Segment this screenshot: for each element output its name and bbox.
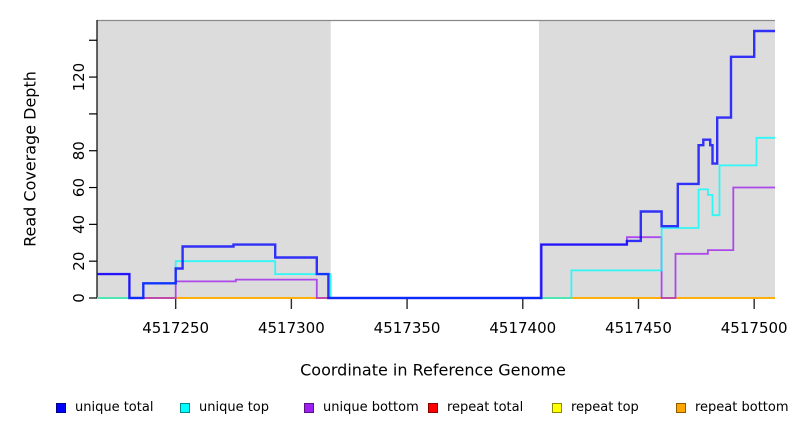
- legend-label: repeat top: [571, 400, 639, 415]
- x-tick-label: 4517500: [721, 319, 788, 337]
- series-unique-total: [97, 29, 775, 300]
- legend-item-unique-bottom: unique bottom: [304, 400, 428, 415]
- y-tick-label: 80: [70, 141, 88, 160]
- y-tick-label: 60: [70, 178, 88, 197]
- y-axis-title: Read Coverage Depth: [20, 71, 40, 247]
- legend-swatch-icon: [304, 402, 314, 413]
- legend-item-repeat-total: repeat total: [428, 400, 552, 415]
- x-tick-label: 4517400: [489, 319, 556, 337]
- legend-swatch-icon: [428, 402, 438, 413]
- legend-swatch-icon: [676, 402, 686, 413]
- y-tick-label: 120: [70, 63, 88, 92]
- legend-label: unique total: [75, 400, 154, 415]
- legend-label: unique bottom: [323, 400, 419, 415]
- legend-label: repeat bottom: [695, 400, 789, 415]
- legend-swatch-icon: [56, 402, 66, 413]
- y-tick-label: 20: [70, 252, 88, 271]
- x-tick-label: 4517250: [142, 319, 209, 337]
- legend-item-unique-top: unique top: [180, 400, 304, 415]
- legend-item-repeat-bottom: repeat bottom: [676, 400, 792, 415]
- x-tick-label: 4517300: [258, 319, 325, 337]
- legend: unique total unique top unique bottom repea…: [56, 400, 792, 415]
- shaded-region: [538, 20, 775, 298]
- shaded-region: [97, 20, 331, 298]
- legend-swatch-icon: [180, 402, 190, 413]
- x-axis-title: Coordinate in Reference Genome: [300, 360, 566, 380]
- legend-swatch-icon: [552, 402, 562, 413]
- y-tick-label: 40: [70, 215, 88, 234]
- y-tick-label: 0: [70, 293, 88, 303]
- series-unique-top: [97, 136, 775, 299]
- x-tick-label: 4517350: [374, 319, 441, 337]
- x-tick-label: 4517450: [605, 319, 672, 337]
- legend-label: unique top: [199, 400, 270, 415]
- legend-label: repeat total: [447, 400, 524, 415]
- legend-item-repeat-top: repeat top: [552, 400, 676, 415]
- legend-item-unique-total: unique total: [56, 400, 180, 415]
